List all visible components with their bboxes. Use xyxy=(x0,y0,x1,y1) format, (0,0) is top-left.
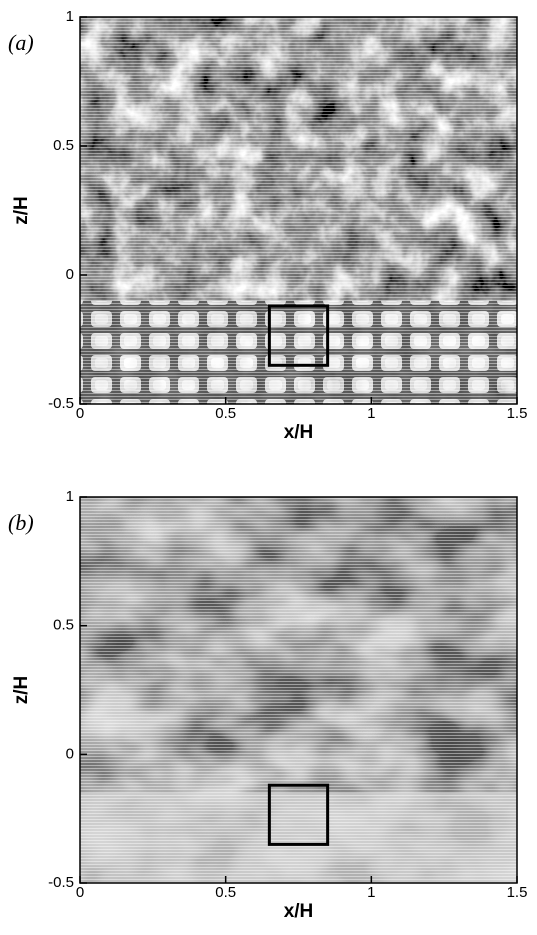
y-tick-label: -0.5 xyxy=(48,874,74,891)
vector-hatch xyxy=(80,497,517,883)
x-tick-label: 1.5 xyxy=(507,405,528,422)
x-tick-label: 0.5 xyxy=(215,405,236,422)
y-tick-label: 0 xyxy=(66,745,74,762)
x-tick-label: 1 xyxy=(367,884,375,901)
y-tick-label: 1 xyxy=(66,8,74,25)
x-tick-label: 0 xyxy=(76,884,84,901)
x-tick-label: 1 xyxy=(367,405,375,422)
y-tick-label: 0 xyxy=(66,266,74,283)
y-tick-label: 0.5 xyxy=(53,617,74,634)
y-axis-label: z/H xyxy=(11,196,32,225)
x-tick-label: 0.5 xyxy=(215,884,236,901)
x-axis-label: x/H xyxy=(284,422,314,443)
panel-label: (b) xyxy=(8,510,34,535)
figure: 00.511.5-0.500.51x/Hz/H(a)00.511.5-0.500… xyxy=(0,0,537,935)
x-tick-label: 1.5 xyxy=(507,884,528,901)
panel-label: (a) xyxy=(8,30,34,55)
x-axis-label: x/H xyxy=(284,901,314,922)
y-tick-label: -0.5 xyxy=(48,395,74,412)
y-tick-label: 1 xyxy=(66,488,74,505)
x-tick-label: 0 xyxy=(76,405,84,422)
vector-hatch xyxy=(80,17,517,404)
y-axis-label: z/H xyxy=(11,676,32,705)
y-tick-label: 0.5 xyxy=(53,137,74,154)
